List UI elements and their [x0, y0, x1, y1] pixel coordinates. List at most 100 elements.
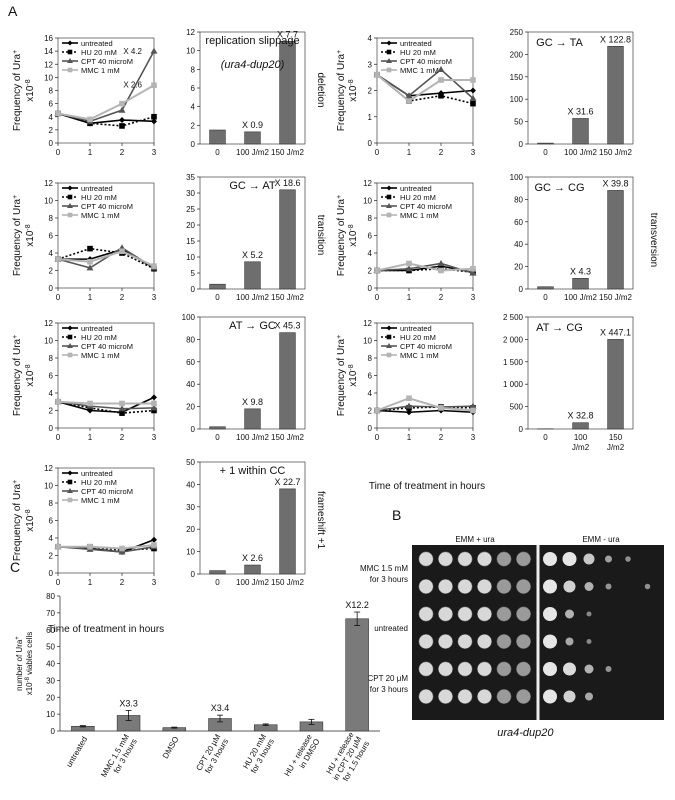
colony-spot: [565, 609, 574, 619]
y-tick-label: 10: [44, 73, 53, 82]
colony-spot: [477, 606, 492, 622]
x-tick-label: 1: [88, 148, 93, 157]
y-tick-label: 8: [49, 354, 54, 363]
bar: [244, 131, 261, 145]
colony-spot: [457, 606, 473, 622]
y-tick-label: 4: [49, 113, 54, 122]
colony-spot: [457, 634, 473, 649]
y-tick-label: 5: [191, 269, 196, 278]
y-axis-unit: x10-8: [25, 364, 37, 386]
legend-marker: [386, 343, 392, 348]
data-point: [118, 405, 126, 412]
colony-spot: [583, 553, 595, 565]
colony-spot: [586, 611, 592, 617]
colony-spot: [418, 634, 434, 649]
plate-divider: [536, 545, 540, 720]
bar: [209, 426, 226, 430]
y-axis-unit-text: x10-8: [348, 364, 360, 386]
y-tick-label: 8: [368, 214, 373, 223]
legend-label: CPT 40 microM: [81, 202, 133, 211]
colony-spot: [516, 551, 531, 567]
colony-spot: [496, 606, 512, 622]
legend-marker: [67, 479, 73, 485]
legend-marker: [67, 194, 73, 200]
colony-spot: [516, 634, 531, 649]
x-category-label: untreated: [64, 735, 89, 769]
bar-value-label: X 39.8: [602, 178, 628, 188]
bar-value-label: X3.4: [211, 703, 230, 713]
y-tick-label: 8: [191, 65, 196, 74]
x-tick-label: 0: [56, 578, 61, 587]
legend-label: untreated: [81, 324, 113, 333]
plate-row-label: for 3 hours: [370, 575, 408, 584]
data-point: [470, 100, 476, 107]
data-point: [151, 407, 157, 414]
y-axis-label-text: Frequency of Ura+: [336, 335, 348, 416]
x-tick-label: J/m2: [572, 443, 590, 452]
legend-label: HU 20 mM: [81, 193, 117, 202]
y-axis-label-text: Frequency of Ura+: [12, 195, 24, 276]
data-point: [86, 264, 94, 271]
x-tick-label: 1: [407, 293, 412, 302]
y-tick-label: 8: [49, 87, 54, 96]
colony-spot: [457, 579, 473, 594]
data-point: [55, 256, 61, 262]
x-tick-label: 2: [439, 148, 444, 157]
colony-spot: [496, 661, 512, 677]
y-tick-label: 50: [46, 643, 55, 652]
y-tick-label: 0: [519, 140, 524, 149]
y-tick-label: 0: [191, 140, 196, 149]
y-tick-label: 0: [49, 284, 54, 293]
y-tick-label: 500: [510, 403, 524, 412]
y-tick-label: 2: [49, 267, 54, 276]
series-line-mmc-1-mm: [57, 400, 154, 405]
line-annotation: X 2.6: [123, 80, 142, 89]
data-point: [119, 400, 125, 407]
bar-value-label: X 32.8: [567, 411, 593, 421]
x-tick-label: 150 J/m2: [271, 148, 304, 157]
y-tick-label: 1: [368, 113, 373, 122]
x-tick-label: 1: [407, 433, 412, 442]
data-point: [87, 400, 93, 407]
y-tick-label: 60: [46, 626, 55, 635]
colony-spot: [563, 690, 576, 703]
y-tick-label: 80: [46, 592, 55, 601]
x-tick-label: 0: [543, 293, 548, 302]
column-header: EMM + ura: [455, 535, 495, 544]
side-category-label: deletion: [315, 72, 326, 107]
series-line-hu-20-mm: [57, 112, 155, 127]
data-point: [119, 545, 125, 552]
y-tick-label: 10: [44, 482, 53, 491]
y-tick-label: 80: [514, 195, 523, 204]
bar-panel-title: GC → AT: [229, 180, 276, 192]
x-tick-label: 0: [56, 433, 61, 442]
y-tick-label: 0: [191, 425, 196, 434]
x-tick-label: 3: [471, 293, 476, 302]
legend-label: CPT 40 microM: [81, 487, 133, 496]
legend-marker: [67, 185, 73, 191]
colony-spot: [477, 689, 492, 704]
y-tick-label: 6: [368, 372, 373, 381]
y-tick-label: 0: [49, 424, 54, 433]
legend-marker: [67, 352, 73, 358]
panel-label-b: B: [392, 507, 401, 523]
series-line-cpt-40-microm: [376, 405, 474, 412]
x-tick-label: 150: [609, 433, 623, 442]
side-category-label: transversion: [648, 213, 659, 267]
x-tick-label: 0: [215, 433, 220, 442]
x-tick-label: 0: [215, 578, 220, 587]
data-point: [374, 267, 380, 274]
y-tick-label: 10: [186, 47, 195, 56]
legend-marker: [386, 325, 392, 331]
x-axis-label: Time of treatment in hours: [48, 624, 164, 635]
y-tick-label: 10: [363, 197, 372, 206]
superscript: +: [12, 335, 19, 339]
y-tick-label: 0: [368, 284, 373, 293]
colony-spot: [418, 606, 434, 622]
y-tick-label: 8: [49, 214, 54, 223]
x-tick-label: 1: [88, 433, 93, 442]
legend-label: HU 20 mM: [81, 48, 117, 57]
y-tick-label: 15: [186, 237, 195, 246]
bar-value-label: X 31.6: [567, 106, 593, 116]
